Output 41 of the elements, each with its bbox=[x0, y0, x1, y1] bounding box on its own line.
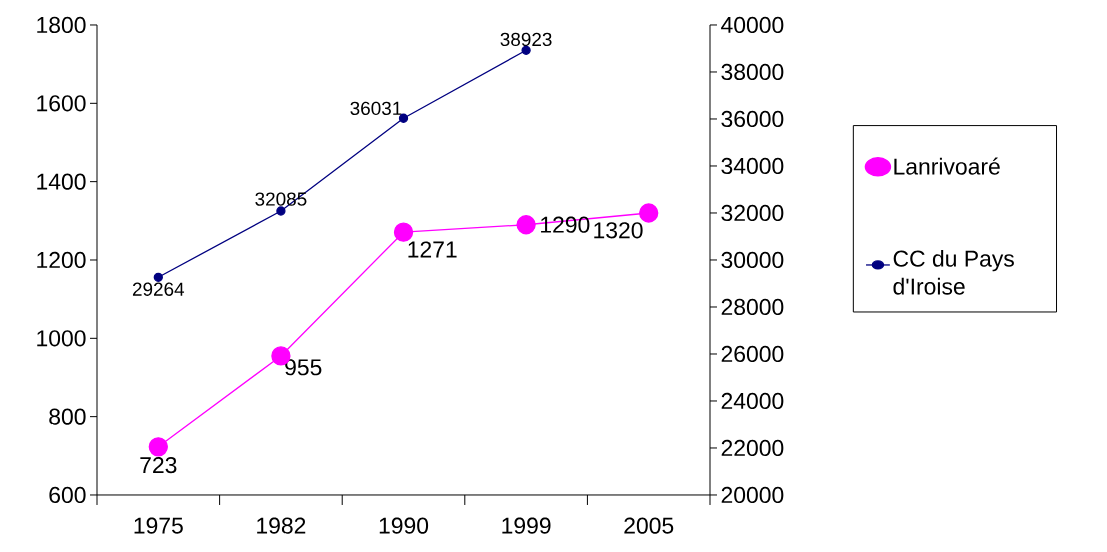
y2-tick-label: 30000 bbox=[721, 251, 784, 269]
y2-tick-label: 26000 bbox=[721, 345, 784, 363]
y2-tick-label: 32000 bbox=[721, 204, 784, 222]
data-label: 36031 bbox=[350, 101, 402, 116]
x-tick-label: 1975 bbox=[134, 517, 183, 534]
y2-tick-label: 24000 bbox=[721, 392, 784, 410]
x-tick-label: 1999 bbox=[502, 517, 551, 534]
data-label: 955 bbox=[285, 359, 322, 376]
y-tick-label: 1600 bbox=[37, 95, 86, 112]
x-tick-label: 2005 bbox=[624, 517, 674, 534]
y2-tick-label: 22000 bbox=[721, 439, 784, 457]
point bbox=[393, 222, 414, 242]
point bbox=[516, 215, 536, 235]
data-label: 1271 bbox=[408, 241, 457, 258]
y-tick-label: 1000 bbox=[37, 330, 86, 347]
point bbox=[398, 113, 409, 123]
y-tick-label: 1800 bbox=[37, 16, 86, 34]
point bbox=[153, 272, 163, 282]
point bbox=[276, 206, 286, 216]
legend-label: Lanrivoaré bbox=[894, 157, 1000, 175]
y2-tick-label: 28000 bbox=[721, 298, 784, 316]
legend-label: CC du Pays d'Iroise bbox=[893, 249, 1014, 295]
point bbox=[639, 203, 659, 223]
y2-tick-label: 36000 bbox=[721, 110, 784, 128]
x-tick-label: 1982 bbox=[257, 517, 306, 534]
y-tick-label: 600 bbox=[49, 486, 86, 504]
data-label: 1290 bbox=[541, 216, 590, 233]
y2-tick-label: 38000 bbox=[721, 63, 784, 81]
data-label: 38923 bbox=[500, 32, 552, 47]
y-tick-label: 1400 bbox=[37, 173, 86, 190]
point bbox=[521, 45, 531, 55]
y2-tick-label: 20000 bbox=[721, 486, 784, 504]
y2-tick-label: 34000 bbox=[721, 157, 784, 175]
y-tick-label: 800 bbox=[49, 408, 86, 425]
x-tick-label: 1990 bbox=[379, 517, 429, 534]
y2-tick-label: 40000 bbox=[721, 16, 784, 34]
data-label: 723 bbox=[140, 457, 177, 474]
data-label: 29264 bbox=[132, 282, 185, 296]
point bbox=[148, 437, 168, 457]
y-tick-label: 1200 bbox=[37, 251, 86, 269]
data-label: 1320 bbox=[594, 222, 643, 239]
